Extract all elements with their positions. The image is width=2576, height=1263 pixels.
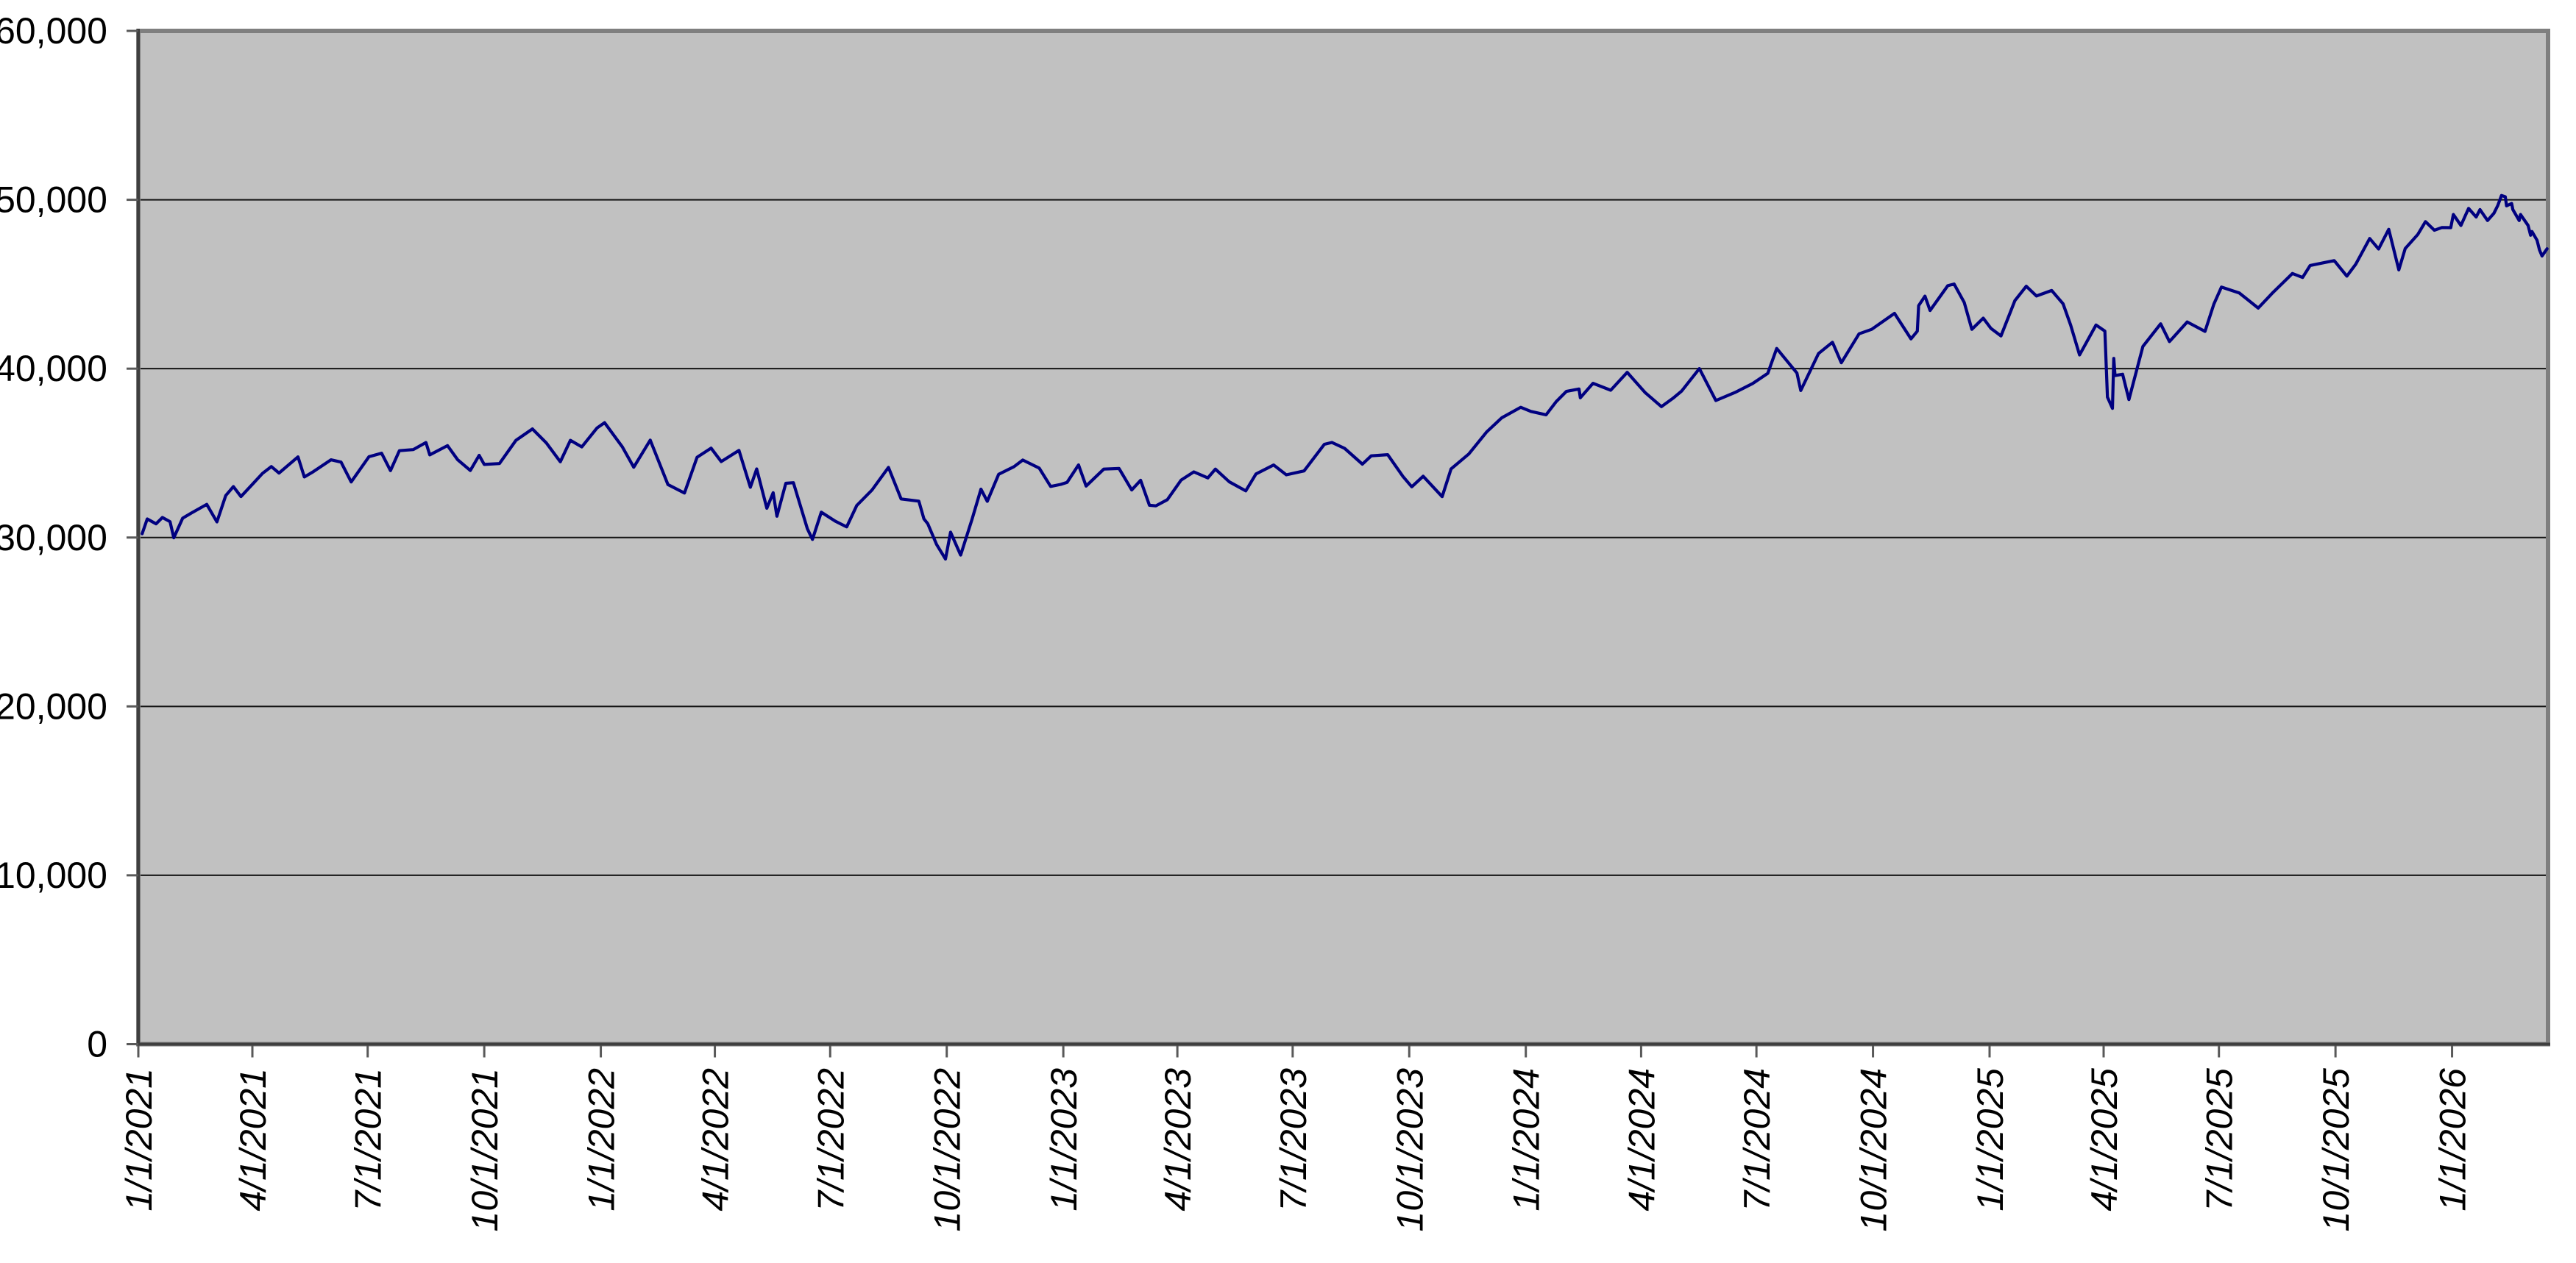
x-axis-label: 4/1/2021	[233, 1068, 274, 1212]
x-axis-label: 7/1/2024	[1736, 1068, 1778, 1212]
price-line	[141, 193, 2549, 561]
x-axis-label: 7/1/2025	[2199, 1068, 2240, 1212]
y-axis-label: 30,000	[0, 517, 107, 558]
y-axis-label: 10,000	[0, 855, 107, 896]
x-axis-label: 1/1/2022	[581, 1068, 622, 1212]
x-axis-label: 7/1/2021	[348, 1068, 389, 1212]
x-axis-label: 1/1/2024	[1506, 1068, 1547, 1212]
x-axis-label: 1/1/2021	[118, 1068, 160, 1212]
x-axis-label: 4/1/2022	[695, 1068, 737, 1212]
x-axis-label: 10/1/2022	[927, 1068, 968, 1232]
x-axis-label: 4/1/2023	[1157, 1068, 1199, 1212]
x-axis-label: 7/1/2023	[1273, 1068, 1314, 1212]
x-axis-label: 4/1/2024	[1621, 1068, 1662, 1212]
x-axis-label: 10/1/2021	[464, 1068, 505, 1231]
y-axis-label: 40,000	[0, 348, 107, 389]
x-axis-ticks	[137, 1045, 2454, 1058]
x-axis-label: 1/1/2025	[1970, 1068, 2011, 1212]
x-axis-label: 1/1/2023	[1043, 1068, 1085, 1212]
gridlines	[140, 199, 2547, 876]
y-axis-label: 20,000	[0, 686, 107, 727]
x-axis-label: 10/1/2025	[2316, 1068, 2357, 1232]
y-axis-ticks	[127, 29, 138, 1045]
y-axis-label: 50,000	[0, 179, 107, 221]
x-axis-labels: 1/1/2021 4/1/2021 7/1/2021 10/1/2021 1/1/202…	[118, 1068, 2474, 1232]
y-axis-label: 60,000	[0, 10, 107, 51]
y-axis-labels: 0 10,000 20,000 30,000 40,000 50,000 60,000	[0, 10, 107, 1065]
y-axis-label: 0	[87, 1024, 107, 1065]
x-axis-label: 4/1/2025	[2084, 1068, 2125, 1212]
x-axis-label: 10/1/2024	[1853, 1068, 1895, 1231]
x-axis-label: 10/1/2023	[1389, 1068, 1430, 1232]
x-axis-label: 1/1/2026	[2433, 1068, 2474, 1212]
x-axis-label: 7/1/2022	[810, 1068, 851, 1212]
